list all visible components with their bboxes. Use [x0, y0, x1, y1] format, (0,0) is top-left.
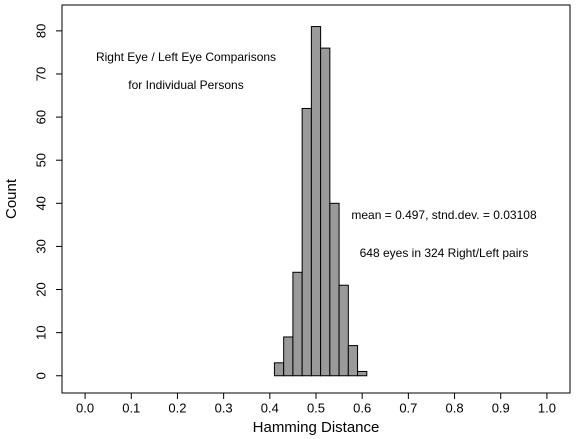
x-tick-label: 1.0 [538, 400, 556, 415]
y-axis-label: Count [3, 178, 20, 219]
bar [283, 336, 294, 377]
y-tick-label: 0 [33, 372, 48, 379]
x-tick-label: 0.8 [446, 400, 464, 415]
bar [320, 47, 331, 377]
x-tick-label: 0.7 [399, 400, 417, 415]
x-tick-label: 0.5 [307, 400, 325, 415]
x-tick-label: 0.2 [168, 400, 186, 415]
x-tick-label: 0.4 [261, 400, 279, 415]
bar [273, 362, 285, 377]
bar [338, 284, 349, 377]
x-tick-label: 0.1 [122, 400, 140, 415]
x-axis-label: Hamming Distance [253, 419, 380, 436]
x-tick-label: 0.6 [353, 400, 371, 415]
y-tick-label: 60 [33, 110, 48, 124]
bar [329, 202, 340, 377]
x-tick-label: 0.0 [76, 400, 94, 415]
bar [301, 107, 312, 377]
y-tick-label: 10 [33, 325, 48, 339]
annotation: for Individual Persons [128, 78, 243, 92]
bar [292, 271, 303, 377]
y-tick-label: 70 [33, 67, 48, 81]
y-tick-label: 30 [33, 239, 48, 253]
annotation: Right Eye / Left Eye Comparisons [96, 50, 276, 64]
annotation: 648 eyes in 324 Right/Left pairs [360, 246, 529, 260]
y-tick-label: 80 [33, 24, 48, 38]
y-tick-label: 50 [33, 153, 48, 167]
y-tick-label: 40 [33, 196, 48, 210]
bar [310, 26, 322, 377]
x-tick-label: 0.3 [215, 400, 233, 415]
annotation: mean = 0.497, stnd.dev. = 0.03108 [351, 208, 537, 222]
x-tick-label: 0.9 [492, 400, 510, 415]
y-tick-label: 20 [33, 282, 48, 296]
bar [357, 370, 368, 377]
bar [347, 345, 359, 377]
